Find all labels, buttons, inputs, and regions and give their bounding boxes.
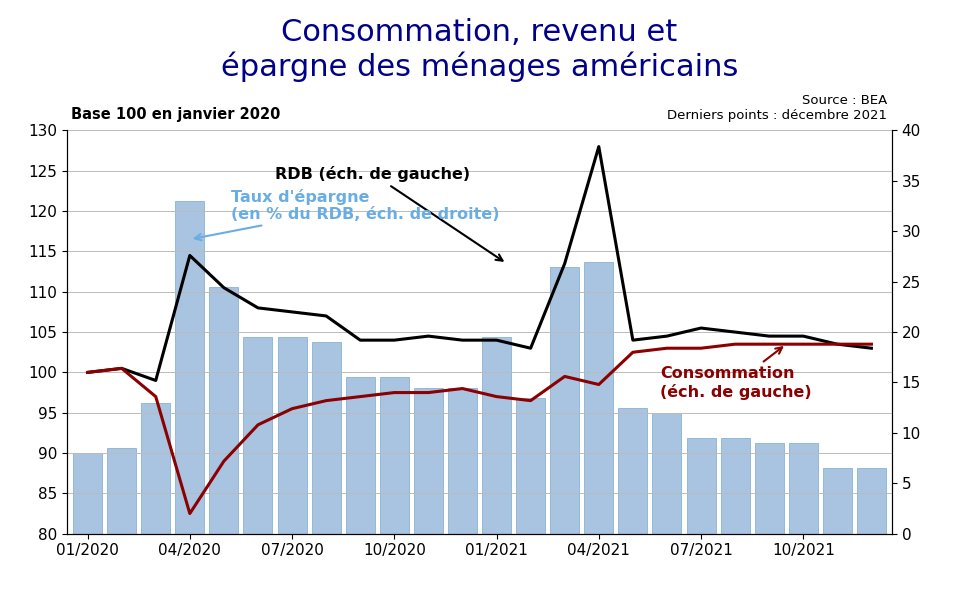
Text: Consommation
(éch. de gauche): Consommation (éch. de gauche)	[660, 347, 811, 400]
Bar	[788, 443, 818, 534]
Bar	[448, 388, 477, 534]
Text: RDB (éch. de gauche): RDB (éch. de gauche)	[275, 166, 503, 261]
Bar	[823, 468, 852, 534]
Bar	[550, 266, 579, 534]
Bar	[107, 448, 136, 534]
Bar	[209, 286, 239, 534]
Bar	[414, 388, 443, 534]
Bar	[277, 337, 307, 534]
Bar	[720, 438, 750, 534]
Text: Consommation, revenu et
épargne des ménages américains: Consommation, revenu et épargne des ména…	[221, 18, 738, 82]
Bar	[175, 201, 204, 534]
Bar	[857, 468, 886, 534]
Bar	[244, 337, 272, 534]
Bar	[141, 403, 171, 534]
Bar	[380, 378, 409, 534]
Bar	[346, 378, 375, 534]
Text: Source : BEA
Derniers points : décembre 2021: Source : BEA Derniers points : décembre …	[667, 94, 887, 122]
Bar	[755, 443, 784, 534]
Text: Base 100 en janvier 2020: Base 100 en janvier 2020	[71, 107, 280, 122]
Bar	[312, 342, 340, 534]
Bar	[482, 337, 511, 534]
Bar	[687, 438, 715, 534]
Text: Taux d'épargne
(en % du RDB, éch. de droite): Taux d'épargne (en % du RDB, éch. de dro…	[195, 189, 500, 240]
Bar	[73, 453, 102, 534]
Bar	[652, 413, 682, 534]
Bar	[584, 262, 613, 534]
Bar	[516, 398, 545, 534]
Bar	[619, 408, 647, 534]
